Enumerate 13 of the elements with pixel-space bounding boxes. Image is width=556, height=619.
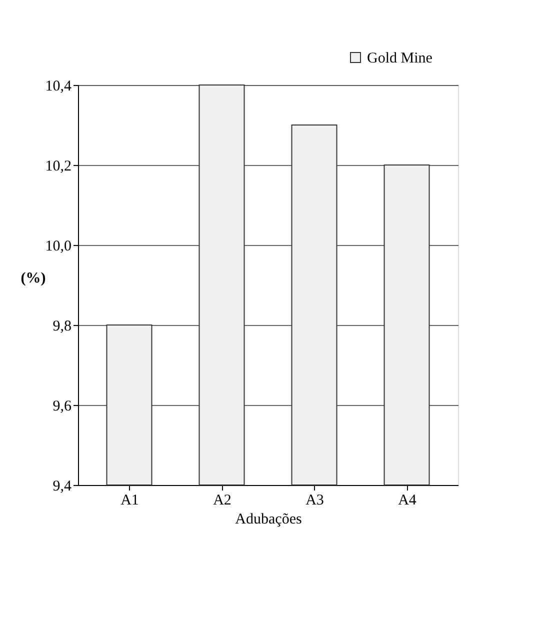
y-axis-title: (%) [20,270,46,286]
legend-label: Gold Mine [367,50,433,66]
x-tick-label: A2 [213,492,232,508]
y-tick-label: 10,2 [45,158,72,174]
x-tick-label: A1 [120,492,139,508]
y-tick-label: 9,4 [52,478,72,494]
y-tick-label: 10,0 [45,238,72,254]
x-tick-label: A3 [306,492,324,508]
x-axis-title: Adubações [235,512,302,528]
y-tick-label: 10,4 [45,78,72,94]
y-tick-label: 9,8 [52,318,72,334]
x-tick-label: A4 [398,492,417,508]
y-tick-label: 9,6 [52,398,72,414]
